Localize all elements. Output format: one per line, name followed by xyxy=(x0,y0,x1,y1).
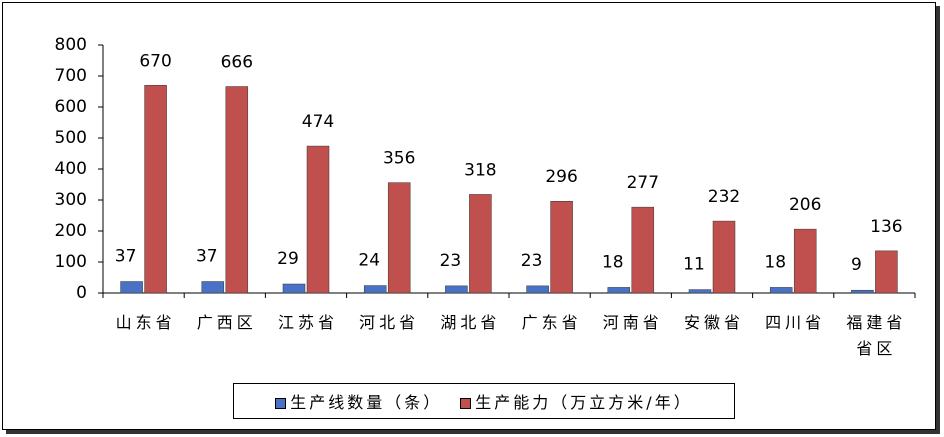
x-tick-label: 广西区 xyxy=(196,313,257,332)
bar xyxy=(607,287,631,294)
bar xyxy=(387,182,411,294)
y-tick-label: 0 xyxy=(76,283,87,303)
data-label: 206 xyxy=(789,195,821,215)
data-label: 37 xyxy=(115,247,137,267)
data-label: 136 xyxy=(870,217,902,237)
bar xyxy=(363,285,387,294)
x-tick-label: 山东省 xyxy=(115,313,176,332)
bar xyxy=(875,250,898,294)
data-label: 18 xyxy=(764,252,786,272)
data-label: 18 xyxy=(602,252,624,272)
y-tick-label: 300 xyxy=(55,190,87,210)
bar xyxy=(469,194,492,294)
legend-swatch xyxy=(275,398,287,409)
y-tick-label: 800 xyxy=(55,35,87,55)
y-tick-label: 600 xyxy=(55,97,87,117)
bar xyxy=(201,281,225,294)
bar xyxy=(282,283,306,294)
data-label: 11 xyxy=(683,255,705,275)
data-label: 474 xyxy=(302,112,334,132)
legend-item: 生产线数量（条） xyxy=(275,389,442,413)
bar xyxy=(851,289,874,294)
x-tick-label: 河北省 xyxy=(359,313,420,332)
y-tick-label: 100 xyxy=(55,252,87,272)
data-label: 37 xyxy=(196,247,218,267)
y-tick-label: 400 xyxy=(55,159,87,179)
x-tick-label: 江苏省 xyxy=(277,313,338,332)
data-label: 24 xyxy=(358,251,380,271)
data-label: 296 xyxy=(545,167,577,187)
legend-label: 生产线数量（条） xyxy=(290,393,443,412)
bar xyxy=(526,285,549,294)
data-label: 277 xyxy=(627,173,659,193)
data-label: 232 xyxy=(708,187,740,207)
data-label: 666 xyxy=(221,53,253,73)
x-tick-label: 四川省 xyxy=(765,313,826,332)
x-tick-label: 安徽省 xyxy=(683,313,744,332)
legend-label: 生产能力（万立方米/年） xyxy=(475,393,693,412)
bar xyxy=(445,285,468,294)
x-tick-label: 福建省省区 xyxy=(846,313,907,358)
data-label: 29 xyxy=(277,249,299,269)
data-label: 9 xyxy=(851,255,862,275)
y-tick-label: 500 xyxy=(55,128,87,148)
bar xyxy=(769,287,793,294)
y-tick-label: 200 xyxy=(55,221,87,241)
data-label: 670 xyxy=(139,51,171,71)
bar xyxy=(550,200,573,294)
legend: 生产线数量（条） 生产能力（万立方米/年） xyxy=(233,383,735,419)
data-label: 356 xyxy=(383,149,415,169)
x-tick-label: 河南省 xyxy=(602,313,663,332)
bar xyxy=(712,220,736,294)
bar xyxy=(631,206,655,294)
bar xyxy=(225,86,249,294)
bar xyxy=(793,228,817,294)
data-label: 23 xyxy=(440,251,462,271)
x-tick-label: 湖北省 xyxy=(440,313,501,332)
bar xyxy=(120,281,143,294)
bar xyxy=(144,85,167,294)
x-tick-label: 广东省 xyxy=(521,313,582,332)
bar xyxy=(306,145,330,294)
data-label: 318 xyxy=(464,160,496,180)
data-label: 23 xyxy=(521,251,543,271)
legend-swatch xyxy=(460,398,472,409)
legend-item: 生产能力（万立方米/年） xyxy=(460,389,692,413)
bar xyxy=(688,289,712,294)
y-tick-label: 700 xyxy=(55,66,87,86)
